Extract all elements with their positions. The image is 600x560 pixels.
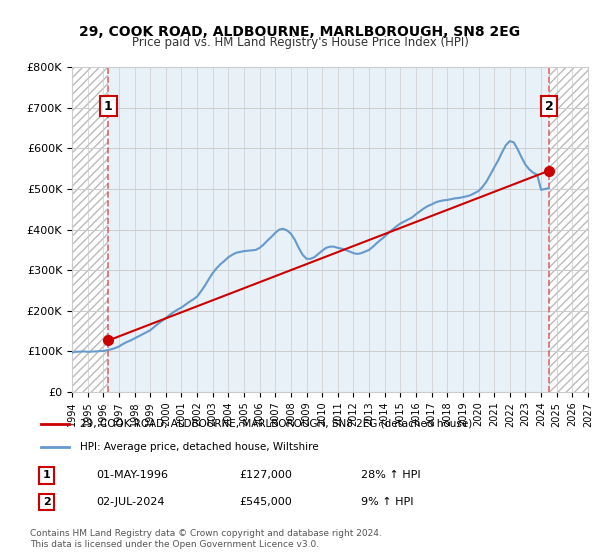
Text: 1: 1 [104, 100, 113, 113]
Text: 2: 2 [545, 100, 553, 113]
Text: Contains HM Land Registry data © Crown copyright and database right 2024.
This d: Contains HM Land Registry data © Crown c… [30, 529, 382, 549]
Bar [549, 67, 588, 392]
Text: 02-JUL-2024: 02-JUL-2024 [96, 497, 165, 507]
Text: 9% ↑ HPI: 9% ↑ HPI [361, 497, 414, 507]
Bar [109, 67, 549, 392]
Text: 01-MAY-1996: 01-MAY-1996 [96, 470, 168, 480]
Text: 29, COOK ROAD, ALDBOURNE, MARLBOROUGH, SN8 2EG: 29, COOK ROAD, ALDBOURNE, MARLBOROUGH, S… [79, 25, 521, 39]
Text: HPI: Average price, detached house, Wiltshire: HPI: Average price, detached house, Wilt… [80, 442, 319, 452]
Text: 2: 2 [43, 497, 50, 507]
Text: 1: 1 [43, 470, 50, 480]
Bar [72, 67, 109, 392]
Text: 29, COOK ROAD, ALDBOURNE, MARLBOROUGH, SN8 2EG (detached house): 29, COOK ROAD, ALDBOURNE, MARLBOROUGH, S… [80, 419, 472, 429]
Bar [72, 67, 109, 392]
Text: £127,000: £127,000 [240, 470, 293, 480]
Text: 28% ↑ HPI: 28% ↑ HPI [361, 470, 421, 480]
Text: Price paid vs. HM Land Registry's House Price Index (HPI): Price paid vs. HM Land Registry's House … [131, 36, 469, 49]
Bar [549, 67, 588, 392]
Text: £545,000: £545,000 [240, 497, 293, 507]
